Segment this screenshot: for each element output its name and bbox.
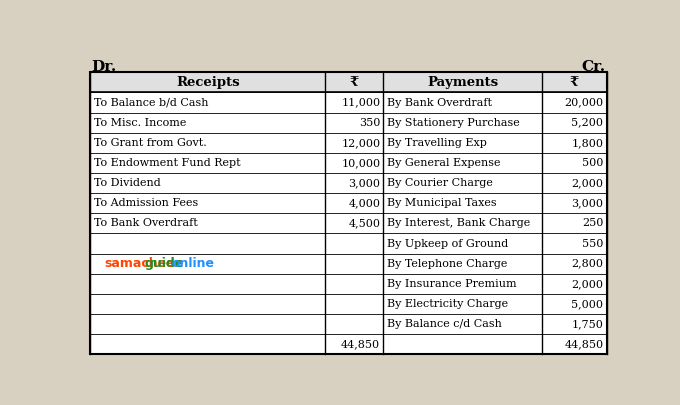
Text: Dr.: Dr. <box>91 60 116 74</box>
Text: ₹: ₹ <box>570 76 579 89</box>
Text: To Bank Overdraft: To Bank Overdraft <box>95 218 198 228</box>
Text: ₹: ₹ <box>350 76 359 89</box>
Text: 4,500: 4,500 <box>348 218 380 228</box>
Text: 550: 550 <box>582 239 603 249</box>
Text: 1,800: 1,800 <box>571 138 603 148</box>
Text: By Stationery Purchase: By Stationery Purchase <box>387 118 520 128</box>
Text: To Admission Fees: To Admission Fees <box>95 198 199 208</box>
Text: 10,000: 10,000 <box>341 158 380 168</box>
Text: 3,000: 3,000 <box>571 198 603 208</box>
Text: 5,200: 5,200 <box>571 118 603 128</box>
Text: samacheer: samacheer <box>104 257 181 270</box>
Text: 11,000: 11,000 <box>341 98 380 108</box>
Text: guide: guide <box>145 257 184 270</box>
Text: 3,000: 3,000 <box>348 178 380 188</box>
Text: 20,000: 20,000 <box>564 98 603 108</box>
Text: .: . <box>168 257 173 270</box>
Text: 2,000: 2,000 <box>571 178 603 188</box>
Text: By Telephone Charge: By Telephone Charge <box>387 259 508 269</box>
Text: By Bank Overdraft: By Bank Overdraft <box>387 98 492 108</box>
Bar <box>90 72 607 92</box>
Text: 1,750: 1,750 <box>572 319 603 329</box>
Text: To Balance b/d Cash: To Balance b/d Cash <box>95 98 209 108</box>
Text: 44,850: 44,850 <box>564 339 603 349</box>
Text: By Balance c/d Cash: By Balance c/d Cash <box>387 319 502 329</box>
Text: By Upkeep of Ground: By Upkeep of Ground <box>387 239 509 249</box>
Text: Receipts: Receipts <box>176 76 239 89</box>
Text: 350: 350 <box>359 118 380 128</box>
Text: 2,800: 2,800 <box>571 259 603 269</box>
Text: By Courier Charge: By Courier Charge <box>387 178 493 188</box>
Text: 44,850: 44,850 <box>341 339 380 349</box>
Text: 12,000: 12,000 <box>341 138 380 148</box>
Text: By General Expense: By General Expense <box>387 158 500 168</box>
Text: By Insurance Premium: By Insurance Premium <box>387 279 517 289</box>
Text: Cr.: Cr. <box>581 60 606 74</box>
Text: 250: 250 <box>582 218 603 228</box>
Text: To Misc. Income: To Misc. Income <box>95 118 187 128</box>
Text: By Electricity Charge: By Electricity Charge <box>387 299 509 309</box>
Text: Payments: Payments <box>427 76 498 89</box>
Text: To Grant from Govt.: To Grant from Govt. <box>95 138 207 148</box>
Text: 2,000: 2,000 <box>571 279 603 289</box>
Text: By Travelling Exp: By Travelling Exp <box>387 138 487 148</box>
Text: By Municipal Taxes: By Municipal Taxes <box>387 198 497 208</box>
Text: To Dividend: To Dividend <box>95 178 161 188</box>
Text: To Endowment Fund Rept: To Endowment Fund Rept <box>95 158 241 168</box>
Text: online: online <box>172 257 215 270</box>
Text: 4,000: 4,000 <box>348 198 380 208</box>
Text: 500: 500 <box>582 158 603 168</box>
Text: By Interest, Bank Charge: By Interest, Bank Charge <box>387 218 530 228</box>
Text: 5,000: 5,000 <box>571 299 603 309</box>
